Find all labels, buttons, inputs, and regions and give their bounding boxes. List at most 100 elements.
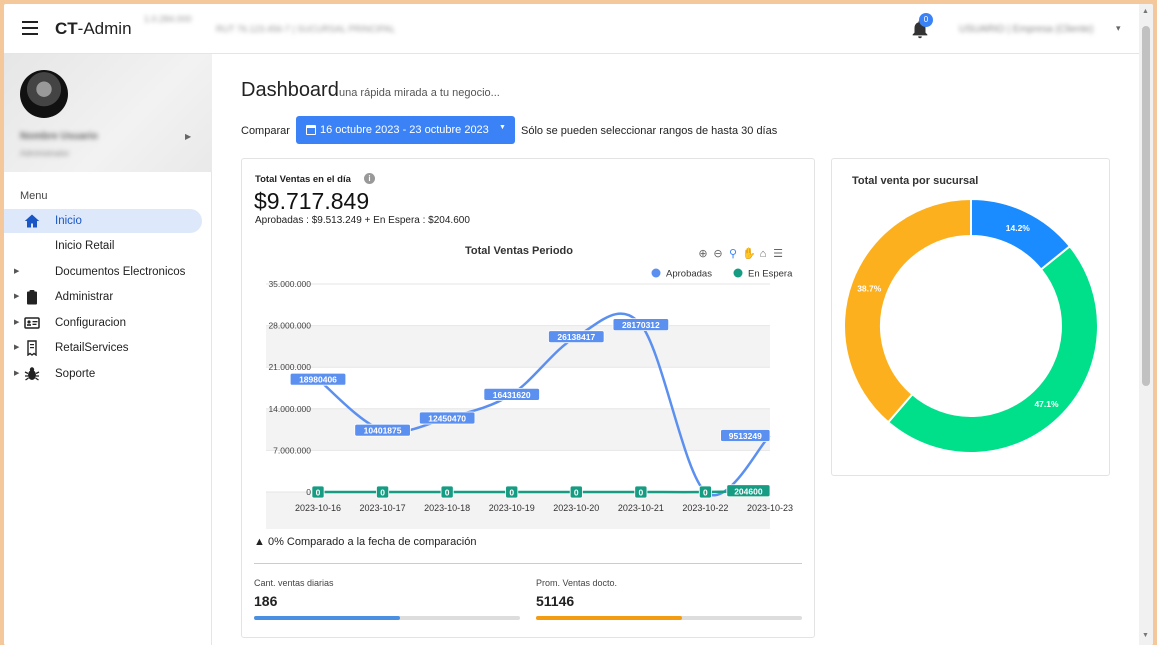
data-label-box [483, 387, 540, 401]
stat-avg-sales: Prom. Ventas docto. 51146 [536, 578, 802, 609]
home-icon [24, 214, 40, 228]
divider [254, 563, 802, 564]
y-tick-label: 7.000.000 [273, 445, 311, 455]
scroll-down-icon[interactable]: ▼ [1142, 632, 1149, 639]
data-label: 0 [569, 485, 583, 499]
data-label-text: 16431620 [493, 390, 531, 400]
chart-toolbar: ⊕ ⊖ ⚲ ✋ ⌂ ☰ [697, 244, 787, 260]
sidebar-item-retailservices[interactable]: ▶ RetailServices [4, 336, 202, 360]
sales-line-chart: 35.000.000 28.000.000 21.000.000 14.000.000… [266, 268, 793, 529]
data-label-text: 12450470 [428, 414, 466, 424]
legend-marker [651, 268, 661, 278]
company-info: RUT 76.123.456-7 | SUCURSAL PRINCIPAL [216, 24, 396, 34]
data-label-box [311, 485, 325, 499]
expand-arrow-icon: ▶ [14, 319, 20, 326]
expand-arrow-icon: ▶ [14, 293, 20, 300]
zoom-out-icon[interactable]: ⊖ [713, 248, 723, 260]
data-label: 0 [505, 485, 519, 499]
brand-logo[interactable]: CT-Admin [55, 19, 132, 39]
progress-fill [254, 616, 401, 620]
donut-slice [886, 244, 1099, 454]
progress-avg-sales [536, 616, 802, 620]
sidebar-item-inicio[interactable]: Inicio [4, 209, 202, 233]
data-label-text: 0 [574, 488, 579, 498]
donut-label: 38.7% [857, 283, 882, 293]
sidebar-item-administrar[interactable]: ▶ Administrar [4, 285, 202, 309]
data-label-box [354, 423, 411, 437]
data-label-box [418, 411, 476, 425]
x-tick-label: 2023-10-16 [295, 503, 341, 513]
menu-toggle-icon[interactable] [22, 21, 38, 35]
data-label-box [505, 485, 519, 499]
data-label: 9513249 [720, 429, 771, 442]
pan-hand-icon[interactable]: ✋ [742, 248, 756, 260]
sidebar-item-documentos[interactable]: ▶ Documentos Electronicos [4, 260, 202, 284]
x-tick-label: 2023-10-19 [489, 503, 535, 513]
data-label-text: 28170312 [622, 320, 660, 330]
sidebar-item-label: Inicio [55, 215, 82, 227]
stat-value: 186 [254, 593, 278, 609]
data-label-text: 0 [316, 488, 321, 498]
legend-label: En Espera [748, 269, 793, 280]
stat-value: 51146 [536, 593, 575, 609]
reset-home-icon[interactable]: ⌂ [759, 248, 767, 260]
receipt-icon [27, 340, 37, 356]
legend-label: Aprobadas [666, 269, 712, 280]
sidebar-item-label: Administrar [55, 291, 114, 303]
scrollbar[interactable]: ▲ ▼ [1139, 4, 1153, 645]
data-label-text: 0 [380, 488, 385, 498]
zoom-select-icon[interactable]: ⚲ [728, 248, 738, 260]
calendar-icon [306, 125, 316, 135]
donut-title: Total venta por sucursal [852, 175, 979, 187]
expand-arrow-icon: ▶ [14, 344, 20, 351]
sidebar-item-configuracion[interactable]: ▶ Configuracion [4, 311, 202, 335]
sidebar-item-inicio-retail[interactable]: Inicio Retail [4, 234, 202, 258]
legend-marker [733, 268, 743, 278]
sidebar: Nombre Usuario Administrador ▶ Menu Inic… [4, 54, 212, 645]
x-tick-label: 2023-10-18 [424, 503, 470, 513]
data-label-box [726, 484, 771, 498]
data-label-box [440, 485, 454, 499]
profile-caret-icon[interactable]: ▶ [185, 132, 192, 141]
user-menu-label[interactable]: USUARIO | Empresa (Cliente) [959, 24, 1094, 35]
data-label-text: 9513249 [729, 431, 762, 441]
date-range-picker-button[interactable]: 16 octubre 2023 - 23 octubre 2023 ▼ [296, 116, 515, 144]
main-content: Dashboard una rápida mirada a tu negocio… [213, 54, 1139, 645]
donut-slice [843, 197, 972, 424]
menu-icon[interactable]: ☰ [773, 248, 783, 260]
donut-label: 14.2% [1006, 223, 1031, 233]
scroll-thumb[interactable] [1142, 26, 1150, 386]
data-label: 0 [698, 485, 712, 499]
data-label-text: 0 [703, 488, 708, 498]
data-label: 18980406 [289, 372, 347, 386]
scroll-up-icon[interactable]: ▲ [1142, 8, 1149, 15]
x-tick-label: 2023-10-22 [682, 503, 728, 513]
sidebar-item-soporte[interactable]: ▶ Soporte [4, 362, 202, 386]
data-label-text: 0 [445, 488, 450, 498]
version-info: 1.0.284.000 [144, 14, 192, 24]
id-card-icon [24, 317, 40, 329]
y-tick-label: 35.000.000 [268, 279, 311, 289]
zoom-in-icon[interactable]: ⊕ [698, 248, 708, 260]
range-note: Sólo se pueden seleccionar rangos de has… [521, 125, 778, 137]
app-window: CT-Admin 1.0.284.000 RUT 76.123.456-7 | … [4, 4, 1153, 645]
sales-card: Total Ventas en el día i $9.717.849 Apro… [241, 158, 815, 638]
info-icon[interactable]: i [364, 173, 375, 184]
compare-label: Comparar [241, 125, 290, 137]
sidebar-item-label: Configuracion [55, 317, 126, 329]
page-subtitle: una rápida mirada a tu negocio... [339, 87, 500, 99]
bug-icon [24, 367, 40, 381]
date-range-text: 16 octubre 2023 - 23 octubre 2023 [320, 124, 489, 136]
sidebar-item-label: RetailServices [55, 342, 129, 354]
data-label-box [612, 318, 670, 331]
notification-badge: 0 [919, 13, 933, 27]
avatar[interactable] [20, 70, 68, 118]
data-label: 0 [634, 485, 648, 499]
x-tick-label: 2023-10-20 [553, 503, 599, 513]
donut-label: 47.1% [1034, 399, 1059, 409]
data-label: 16431620 [483, 387, 540, 401]
branch-donut-chart: 14.2% 47.1% 38.7% [843, 197, 1099, 454]
user-menu-caret-icon[interactable]: ▾ [1116, 23, 1121, 33]
x-tick-label: 2023-10-23 [747, 503, 793, 513]
kpi-value: $9.717.849 [254, 188, 370, 214]
